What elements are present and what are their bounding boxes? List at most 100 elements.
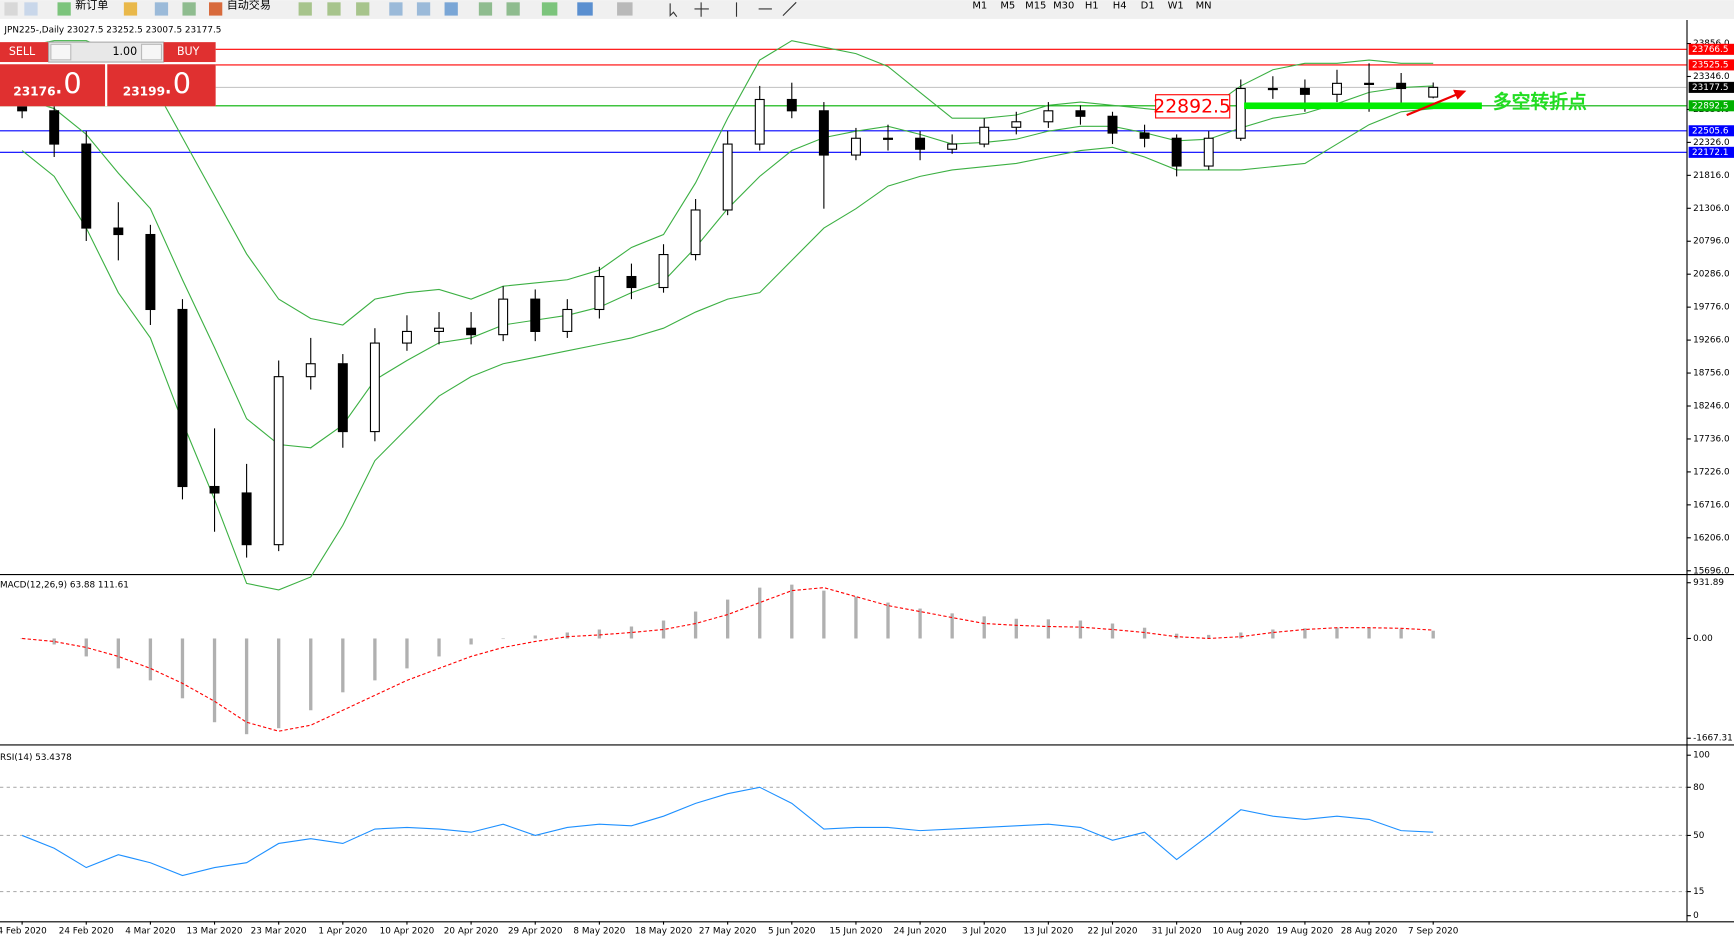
x-tick-label: 4 Mar 2020 [125, 927, 176, 937]
toolbar-icon[interactable] [154, 2, 169, 16]
x-tick-label: 20 Apr 2020 [444, 927, 499, 937]
macd-bar [1046, 619, 1051, 639]
timeframe-button[interactable]: D1 [1141, 1, 1155, 12]
level-box [1688, 43, 1734, 55]
timeframe-button[interactable]: M30 [1053, 1, 1074, 12]
timeframe-button[interactable]: M5 [1000, 1, 1015, 12]
toolbar-icon[interactable] [478, 2, 493, 16]
macd-bar [180, 638, 185, 699]
level-label: 23766.5 [1692, 45, 1729, 55]
sell-fraction[interactable]: .0 [54, 66, 81, 100]
macd-bar [501, 638, 505, 640]
tile[interactable] [444, 2, 458, 16]
price-label: 22892.5 [1153, 96, 1231, 117]
timeframe-button[interactable]: M1 [972, 1, 987, 12]
zoom-in[interactable] [389, 2, 403, 16]
y-tick-label: 100 [1693, 751, 1710, 761]
toolbar-icon[interactable] [298, 2, 312, 16]
macd-bar [116, 638, 120, 669]
candle-body [1075, 110, 1086, 117]
level-label: 23525.5 [1692, 60, 1729, 70]
macd-bar [405, 638, 409, 669]
indicators[interactable] [541, 2, 558, 16]
buy-price-box[interactable] [107, 64, 216, 107]
candle-body [1299, 87, 1310, 95]
lots-down[interactable] [50, 43, 72, 61]
candle-body [209, 485, 220, 494]
templates[interactable] [617, 2, 633, 16]
candle-body [1396, 82, 1407, 90]
candle-body [1332, 82, 1342, 95]
macd-bar [148, 638, 153, 681]
new-order-button[interactable]: 新订单 [75, 0, 108, 12]
x-tick-label: 27 May 2020 [699, 927, 757, 937]
sell-price[interactable]: 23176 [13, 84, 55, 98]
level-box [1688, 59, 1734, 71]
lots-up[interactable] [140, 43, 163, 61]
trend-arrow [1406, 93, 1458, 117]
cursor-tool[interactable] [669, 3, 678, 18]
buy-label[interactable]: BUY [177, 45, 200, 58]
y-tick-label: 16206.0 [1693, 533, 1730, 543]
candle-body [337, 363, 348, 433]
macd-bar [1335, 627, 1339, 639]
x-tick-label: 13 Jul 2020 [1023, 927, 1073, 937]
macd-bar [597, 629, 602, 639]
buy-button[interactable] [163, 42, 216, 63]
level-label: 22892.5 [1692, 101, 1729, 111]
line-tools[interactable] [735, 1, 797, 17]
toolbar-icon[interactable] [327, 2, 341, 16]
timeframe-button[interactable]: H4 [1113, 1, 1127, 12]
periods[interactable] [577, 2, 593, 16]
toolbar-icon[interactable] [24, 2, 38, 16]
y-tick-label: 18756.0 [1693, 369, 1730, 379]
macd-bar [854, 596, 858, 639]
toolbar-icon[interactable] [182, 2, 196, 16]
x-tick-label: 18 May 2020 [635, 927, 693, 937]
new-order-icon[interactable] [57, 2, 71, 16]
macd-bar [1014, 618, 1018, 639]
x-tick-label: 29 Apr 2020 [508, 927, 563, 937]
macd-bar [341, 638, 345, 693]
crosshair-tool[interactable] [694, 2, 709, 17]
buy-fraction[interactable]: .0 [164, 66, 191, 100]
y-tick-label: 15 [1693, 887, 1704, 897]
zoom-out[interactable] [416, 2, 431, 16]
x-tick-label: 31 Jul 2020 [1152, 927, 1202, 937]
sell-button[interactable] [0, 42, 49, 63]
macd-bar [309, 638, 313, 711]
x-tick-label: 19 Aug 2020 [1277, 927, 1334, 937]
macd-bar [277, 638, 281, 729]
toolbar-icon[interactable] [4, 2, 18, 16]
macd-bar [52, 638, 56, 645]
y-tick-label: 23346.0 [1693, 72, 1730, 82]
macd-bar [1399, 628, 1403, 639]
y-tick-label: 17736.0 [1693, 434, 1730, 444]
macd-bar [373, 638, 377, 681]
timeframe-button[interactable]: W1 [1168, 1, 1184, 12]
timeframe-button[interactable]: H1 [1085, 1, 1099, 12]
x-tick-label: 4 Feb 2020 [0, 927, 47, 937]
lots-value[interactable]: 1.00 [113, 45, 138, 58]
candle-body [1043, 110, 1054, 123]
timeframe-button[interactable]: M15 [1025, 1, 1046, 12]
toolbar-icon[interactable] [356, 2, 370, 16]
toolbar-icon[interactable] [123, 2, 138, 16]
toolbar-icon[interactable] [506, 2, 520, 16]
auto-trading-button[interactable]: 自动交易 [227, 0, 271, 12]
sell-price-box[interactable] [0, 64, 106, 107]
buy-price[interactable]: 23199 [123, 84, 165, 98]
auto-trading-icon[interactable] [209, 2, 223, 16]
y-tick-label: 22326.0 [1693, 138, 1730, 148]
candle-body [434, 327, 445, 332]
candle-body [498, 298, 509, 336]
macd-bar [1110, 623, 1115, 639]
x-tick-label: 3 Jul 2020 [962, 927, 1007, 937]
x-tick-label: 10 Apr 2020 [380, 927, 435, 937]
macd-bar [1367, 627, 1371, 639]
candle-body [1267, 87, 1278, 91]
candle-body [177, 308, 188, 488]
sell-label[interactable]: SELL [9, 45, 36, 58]
timeframe-button[interactable]: MN [1196, 1, 1212, 12]
